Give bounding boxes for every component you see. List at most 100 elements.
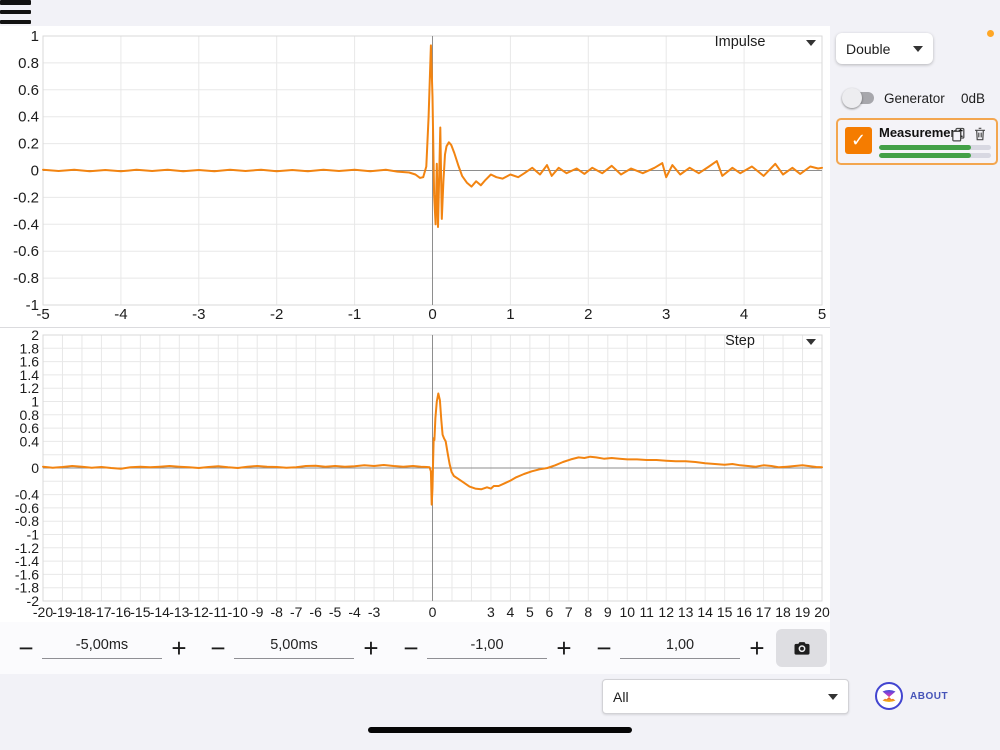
window-mode-value: Double (846, 40, 891, 57)
x-tick-label: 20 (814, 604, 830, 620)
increase-min-level-button[interactable]: + (556, 633, 572, 663)
x-tick-label: 0 (428, 306, 436, 323)
decrease-min-level-button[interactable]: − (403, 633, 419, 663)
y-tick-label: 1.2 (20, 380, 40, 396)
x-tick-label: 15 (717, 604, 733, 620)
y-tick-label: -0.4 (13, 216, 39, 233)
x-tick-label: -15 (130, 604, 150, 620)
generator-toggle[interactable] (842, 88, 878, 108)
x-tick-label: -11 (209, 604, 228, 620)
window-mode-select[interactable]: Double (836, 33, 933, 64)
generator-level: 0dB (960, 91, 985, 106)
impulse-chart-panel[interactable]: -5 -4 -3 -2 -1 0 1 2 3 4 5 1 0.8 0.6 0.4 0.2 0 -0.2 -0.4 -0… (0, 26, 830, 327)
step-chart-svg: -20 -19 -18 -17 -16 -15 -14 -13 -12 -11 -10 -9 -8 -7-… (15, 327, 830, 620)
menu-icon[interactable] (0, 0, 31, 24)
min-level-field[interactable]: -1,00 (427, 634, 547, 659)
x-tick-label: 14 (697, 604, 713, 620)
x-tick-label: 0 (429, 604, 437, 620)
y-tick-label: -1.6 (15, 566, 39, 582)
end-time-field[interactable]: 5,00ms (234, 634, 354, 659)
chevron-down-icon[interactable] (806, 339, 816, 345)
step-view-select[interactable]: Step (725, 333, 755, 349)
y-tick-label: -0.8 (15, 513, 39, 529)
decrease-max-level-button[interactable]: − (596, 633, 612, 663)
y-tick-label: 1.8 (20, 340, 40, 356)
x-tick-label: -4 (348, 604, 361, 620)
home-indicator[interactable] (368, 727, 632, 733)
x-tick-label: -10 (228, 604, 248, 620)
y-tick-label: 0 (31, 163, 39, 180)
x-tick-label: -7 (290, 604, 303, 620)
app-logo-icon (875, 682, 903, 710)
chevron-down-icon[interactable] (806, 40, 816, 46)
measurement-card[interactable]: ✓ Measurement (836, 118, 998, 165)
measurement-checkbox[interactable]: ✓ (845, 127, 872, 154)
x-tick-label: 4 (740, 306, 748, 323)
x-tick-label: 17 (756, 604, 772, 620)
x-tick-label: 3 (487, 604, 495, 620)
chevron-down-icon (913, 45, 923, 52)
x-tick-label: 8 (584, 604, 592, 620)
increase-max-level-button[interactable]: + (749, 633, 765, 663)
x-tick-label: 5 (818, 306, 826, 323)
decrease-start-time-button[interactable]: − (18, 633, 34, 663)
x-tick-label: 2 (584, 306, 592, 323)
impulse-view-select[interactable]: Impulse (714, 34, 766, 50)
x-tick-label: 11 (639, 604, 654, 620)
about-button[interactable]: ABOUT (874, 681, 948, 711)
x-tick-label: -9 (251, 604, 264, 620)
y-tick-label: 0.6 (18, 82, 39, 99)
x-tick-label: -6 (309, 604, 322, 620)
x-tick-label: -16 (111, 604, 131, 620)
y-tick-label: 0.2 (18, 136, 39, 153)
graph-filter-select[interactable]: All (602, 679, 849, 714)
step-chart-panel[interactable]: -20 -19 -18 -17 -16 -15 -14 -13 -12 -11 -10 -9 -8 -7-… (0, 327, 830, 623)
x-tick-label: -1 (348, 306, 361, 323)
x-tick-label: 19 (795, 604, 811, 620)
time-window-toolbar (0, 622, 830, 674)
measurement-step-trace (42, 392, 823, 506)
increase-end-time-button[interactable]: + (363, 633, 379, 663)
x-tick-label: 13 (678, 604, 694, 620)
x-tick-label: 7 (565, 604, 573, 620)
y-tick-label: 2 (31, 328, 39, 343)
y-tick-label: -1.2 (15, 540, 39, 556)
x-tick-label: -3 (192, 306, 205, 323)
x-tick-label: -14 (150, 604, 170, 620)
y-tick-label: -0.6 (13, 243, 39, 260)
x-tick-label: -5 (329, 604, 342, 620)
x-tick-label: 12 (658, 604, 674, 620)
start-time-field[interactable]: -5,00ms (42, 634, 162, 659)
decrease-end-time-button[interactable]: − (210, 633, 226, 663)
y-tick-label: 1.6 (20, 354, 40, 370)
x-tick-label: -8 (270, 604, 283, 620)
increase-start-time-button[interactable]: + (171, 633, 187, 663)
x-tick-label: -18 (72, 604, 92, 620)
x-tick-label: 9 (604, 604, 612, 620)
x-tick-label: 16 (736, 604, 752, 620)
measurement-progress-bar (879, 145, 991, 150)
trash-icon[interactable] (972, 126, 988, 147)
y-tick-label: -0.2 (13, 189, 39, 206)
screenshot-button[interactable] (776, 629, 827, 667)
x-tick-label: -3 (368, 604, 381, 620)
copy-icon[interactable] (950, 126, 967, 148)
y-tick-label: -1 (27, 527, 40, 543)
x-tick-label: -20 (33, 604, 53, 620)
x-tick-label: 3 (662, 306, 670, 323)
y-tick-label: 0.8 (18, 55, 39, 72)
y-tick-label: -0.6 (15, 500, 39, 516)
x-tick-label: -19 (52, 604, 72, 620)
generator-label: Generator (884, 91, 945, 106)
y-tick-label: -2 (27, 593, 40, 609)
measurement-progress-bar (879, 153, 991, 158)
x-tick-label: 1 (506, 306, 514, 323)
y-tick-label: 1 (31, 394, 39, 410)
x-tick-label: 10 (619, 604, 635, 620)
x-tick-label: 6 (545, 604, 553, 620)
y-tick-label: 0.6 (20, 420, 40, 436)
x-tick-label: -17 (91, 604, 111, 620)
max-level-field[interactable]: 1,00 (620, 634, 740, 659)
x-tick-label: -12 (189, 604, 209, 620)
x-tick-label: 18 (775, 604, 791, 620)
